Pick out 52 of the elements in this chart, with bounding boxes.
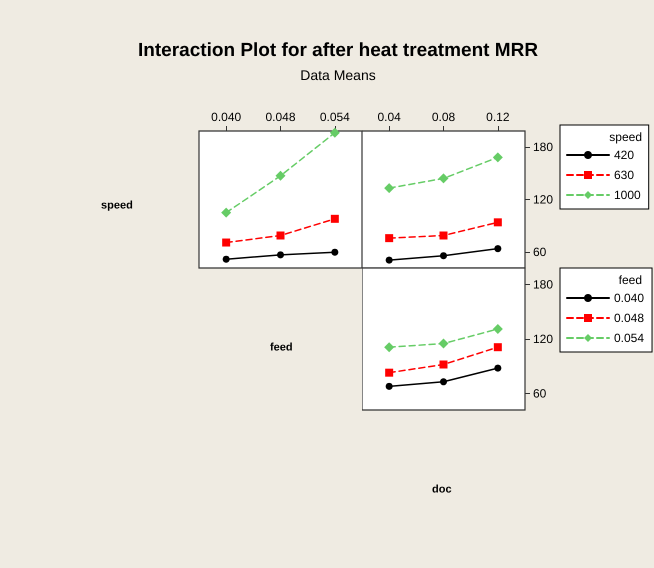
point [222,238,230,247]
y-tick-label: 120 [533,192,554,206]
point [438,338,448,349]
x-tick-label: 0.12 [486,110,510,124]
x-tick-label: 0.048 [265,110,296,124]
point [331,248,338,256]
legend-label: 630 [614,168,634,182]
point [440,360,448,368]
x-tick-label: 0.054 [320,110,350,124]
point [385,234,394,242]
legend-label: 1000 [614,188,642,202]
point [494,245,502,252]
point [440,232,448,240]
legend-title: feed [618,273,642,287]
x-axis-title: feed [270,342,293,354]
point [384,183,394,194]
x-tick-label: 0.08 [432,110,456,124]
point [494,218,502,226]
y-tick-label: 180 [533,140,554,154]
chart-title: Interaction Plot for after heat treatment MRR [138,40,538,61]
point [276,170,286,181]
y-tick-label: 60 [533,386,547,401]
legend-title: speed [609,130,642,144]
point [277,251,284,258]
x-tick-label: 0.04 [377,110,402,124]
point [440,378,447,386]
point [385,368,394,377]
point [330,128,340,138]
chart-subtitle: Data Means [300,67,376,83]
point [494,364,502,372]
y-axis-title: speed [101,200,133,212]
point [440,252,447,260]
legend-label: 0.048 [614,311,644,325]
x-tick-label: 0.040 [211,110,242,124]
point [384,342,394,352]
point [276,232,284,240]
point [330,214,339,223]
point [386,382,393,390]
y-tick-label: 60 [533,245,547,260]
point [221,208,232,218]
point [438,173,448,184]
point [386,256,393,264]
point [494,343,502,352]
point [222,256,230,263]
point [492,324,503,334]
y-tick-label: 180 [533,277,554,292]
point [492,152,503,162]
x-axis-title: doc [432,484,452,496]
y-tick-label: 120 [533,332,554,346]
legend-label: 0.040 [614,291,644,305]
legend-label: 420 [614,148,634,162]
legend-label: 0.054 [614,331,644,345]
